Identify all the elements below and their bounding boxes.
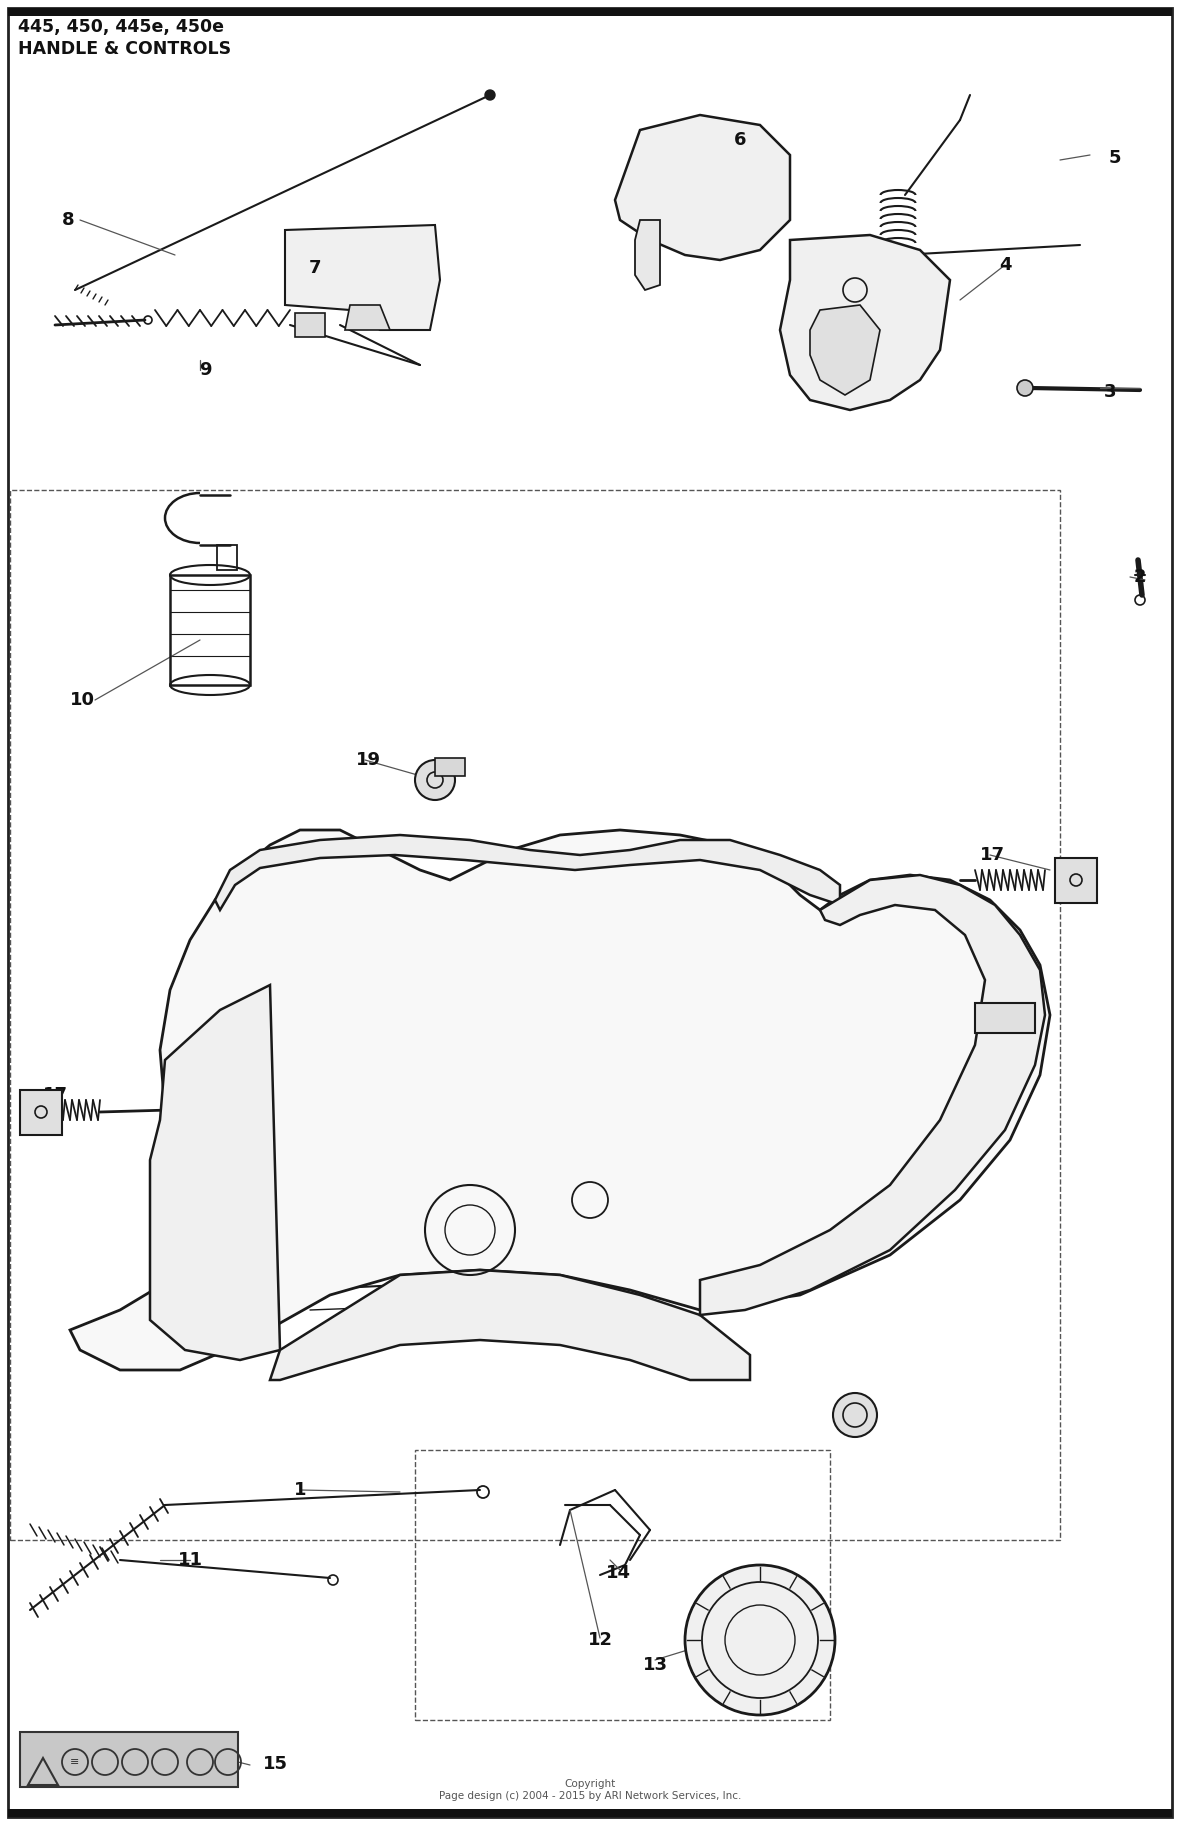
Text: 13: 13 xyxy=(642,1655,668,1674)
Text: H: H xyxy=(471,1188,490,1212)
Text: 18: 18 xyxy=(972,996,997,1015)
Text: 8: 8 xyxy=(61,212,74,228)
Text: !: ! xyxy=(40,1767,46,1779)
Circle shape xyxy=(415,759,455,799)
Text: 12: 12 xyxy=(588,1632,612,1650)
Text: 1: 1 xyxy=(294,1482,307,1498)
Text: 14: 14 xyxy=(605,1564,630,1582)
Text: ARI PartsStream™: ARI PartsStream™ xyxy=(560,953,740,973)
Text: 17: 17 xyxy=(979,847,1004,863)
Polygon shape xyxy=(615,115,789,259)
Text: Copyright
Page design (c) 2004 - 2015 by ARI Network Services, Inc.: Copyright Page design (c) 2004 - 2015 by… xyxy=(439,1779,741,1801)
Bar xyxy=(975,1004,1035,1033)
Polygon shape xyxy=(345,305,391,330)
Text: 7: 7 xyxy=(309,259,321,277)
Text: ≡: ≡ xyxy=(71,1757,80,1767)
Bar xyxy=(170,575,250,684)
Bar xyxy=(8,7,1172,16)
Text: 11: 11 xyxy=(177,1551,203,1570)
Text: 19: 19 xyxy=(355,752,380,768)
Text: 3: 3 xyxy=(1103,383,1116,402)
Polygon shape xyxy=(780,235,950,411)
Polygon shape xyxy=(270,1270,750,1380)
Circle shape xyxy=(833,1392,877,1436)
Polygon shape xyxy=(286,224,440,330)
Text: 4: 4 xyxy=(998,256,1011,274)
Polygon shape xyxy=(215,836,840,911)
Text: 17: 17 xyxy=(42,1086,67,1104)
Polygon shape xyxy=(150,986,280,1360)
Polygon shape xyxy=(70,830,1050,1371)
Text: 445, 450, 445e, 450e: 445, 450, 445e, 450e xyxy=(18,18,224,36)
Bar xyxy=(20,1090,63,1135)
Bar xyxy=(415,1451,830,1719)
Bar xyxy=(217,546,237,569)
Circle shape xyxy=(1017,380,1032,396)
Circle shape xyxy=(686,1566,835,1715)
Polygon shape xyxy=(635,221,660,290)
Bar xyxy=(295,314,324,338)
Text: 6: 6 xyxy=(734,131,746,150)
Polygon shape xyxy=(809,305,880,394)
Polygon shape xyxy=(700,874,1045,1316)
Bar xyxy=(9,489,1060,1540)
Text: 2: 2 xyxy=(1134,568,1146,586)
Text: 5: 5 xyxy=(1109,150,1121,168)
Bar xyxy=(8,1809,1172,1818)
Text: 15: 15 xyxy=(262,1756,288,1774)
Bar xyxy=(1055,858,1097,903)
Bar xyxy=(435,757,465,776)
Bar xyxy=(20,1732,238,1787)
Text: 10: 10 xyxy=(70,692,94,708)
Text: 9: 9 xyxy=(198,361,211,380)
Circle shape xyxy=(485,89,494,100)
Text: HANDLE & CONTROLS: HANDLE & CONTROLS xyxy=(18,40,231,58)
Text: 16: 16 xyxy=(852,1411,878,1429)
